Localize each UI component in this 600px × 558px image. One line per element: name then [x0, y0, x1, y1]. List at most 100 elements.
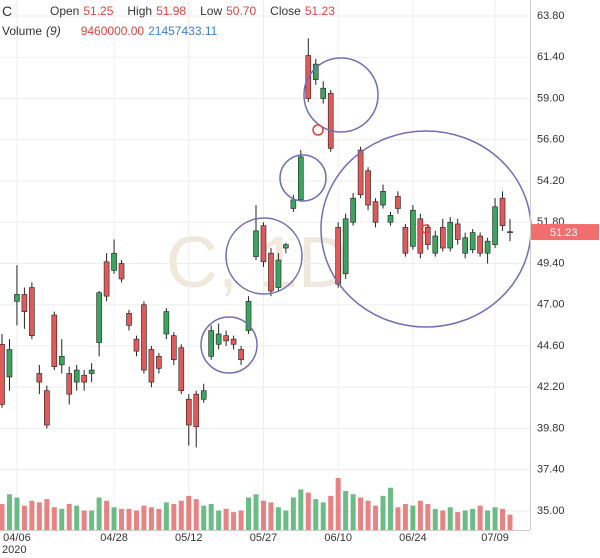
volume-bar [0, 504, 5, 530]
annotation-circle [200, 316, 258, 374]
volume-bar [178, 500, 184, 530]
candle-body [81, 374, 87, 383]
volume-bar [455, 512, 461, 530]
candle-body [118, 263, 125, 280]
y-tick-label: 42.20 [537, 381, 565, 393]
volume-bar [373, 505, 379, 530]
candle-body [417, 218, 424, 254]
candle-body [156, 356, 162, 369]
candle-body [387, 215, 394, 223]
volume-label: Volume [2, 24, 43, 38]
y-tick-label: 37.40 [537, 464, 565, 476]
candle-body [484, 240, 491, 254]
x-tick-label: 04/06 [3, 532, 31, 544]
candle-body [193, 393, 200, 428]
candle-body [103, 261, 110, 297]
candle-body [447, 221, 454, 249]
candle-body [14, 294, 20, 302]
y-tick-label: 47.00 [537, 299, 565, 311]
volume-bar [290, 497, 296, 530]
candle-body [477, 235, 483, 254]
candle-body [365, 170, 371, 206]
x-tick-label: 05/12 [175, 532, 203, 544]
candle-body [148, 349, 155, 383]
candle-body [395, 196, 401, 209]
volume-bar [395, 507, 401, 530]
candle-body [312, 63, 319, 80]
candle-body [275, 259, 282, 288]
candle-body [88, 369, 95, 374]
candle-body [342, 218, 349, 275]
candle-body [335, 227, 341, 285]
volume-bar [410, 505, 416, 530]
volume-bar [44, 499, 50, 530]
volume-bar [186, 495, 192, 530]
candle-body [141, 304, 147, 371]
volume-bar [246, 497, 252, 530]
candle-body [238, 349, 244, 361]
candle-body [163, 311, 170, 335]
candle-body [402, 227, 409, 254]
volume-bar [462, 510, 468, 530]
volume-bar [417, 500, 423, 530]
volume-bar [74, 505, 80, 530]
volume-period: (9) [46, 24, 61, 38]
candle-body [350, 197, 356, 223]
volume-bar [470, 508, 476, 530]
candle-body [439, 227, 446, 249]
volume-bar [358, 497, 364, 530]
candle-body [469, 232, 476, 251]
annotation-marker [421, 224, 431, 234]
candle-body [245, 301, 252, 331]
candle-body [178, 347, 185, 391]
volume-bar [425, 504, 431, 530]
ohlc-legend: Open 51.25 High 51.98 Low 50.70 Close 51.23 [50, 4, 349, 18]
volume-bar [193, 499, 199, 530]
volume-bar [440, 510, 446, 530]
volume-bar [96, 497, 102, 530]
candle-body [21, 294, 28, 312]
field-label: Close [270, 4, 301, 18]
volume-bar [477, 505, 483, 530]
volume-bar [492, 507, 498, 530]
candle-body [96, 292, 102, 343]
volume-bar [350, 494, 356, 530]
candle-body [499, 197, 506, 226]
candle-body [357, 149, 364, 196]
candle-body [492, 206, 498, 245]
volume-bar [253, 494, 259, 530]
y-tick-label: 35.00 [537, 505, 565, 517]
volume-bar [313, 499, 319, 530]
volume-bar [216, 510, 222, 530]
y-tick-label: 61.40 [537, 51, 565, 63]
candle-body [253, 230, 259, 257]
volume-bar [89, 510, 95, 530]
volume-bar [238, 510, 244, 530]
volume-bar [223, 508, 229, 530]
y-tick-label: 59.00 [537, 92, 565, 104]
y-tick-label: 49.40 [537, 257, 565, 269]
candle-body [215, 333, 222, 345]
volume-bar [141, 505, 147, 530]
volume-bar [365, 500, 371, 530]
y-tick-label: 54.20 [537, 175, 565, 187]
volume-bar [66, 504, 72, 530]
volume-bar [163, 502, 169, 530]
volume-bar [208, 504, 214, 530]
field-value: 50.70 [226, 4, 257, 18]
y-tick-label: 39.80 [537, 422, 565, 434]
volume-bar [119, 508, 125, 530]
candle-body [432, 235, 439, 254]
volume-bar [447, 507, 453, 530]
volume-bar [36, 502, 42, 530]
volume-bar [402, 504, 408, 530]
candle-body [298, 156, 304, 201]
candle-body [268, 252, 274, 292]
volume-bar [305, 492, 311, 530]
candle-body [462, 237, 468, 254]
candle-body [283, 244, 289, 249]
volume-bar [81, 510, 87, 530]
field-label: Open [50, 4, 80, 18]
